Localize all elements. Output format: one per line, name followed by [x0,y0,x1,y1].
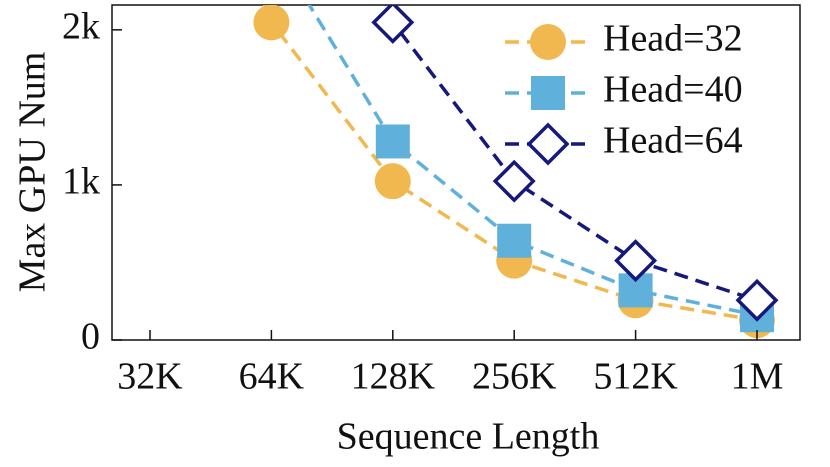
point [614,239,658,283]
point [375,124,410,159]
point [253,5,290,41]
point [371,5,415,44]
x-axis-label: Sequence Length [337,416,600,458]
x-tick-label: 128K [351,356,436,398]
y-tick-label: 0 [81,316,100,358]
point [735,278,779,322]
series-line [307,5,758,317]
x-tick-label: 32K [117,356,183,398]
point [531,76,565,110]
plot-frame [111,4,801,341]
point [497,223,532,258]
y-axis-label: Max GPU Num [12,52,54,293]
legend-label: Head=64 [603,120,743,162]
x-tick-label: 1M [731,356,784,398]
x-tick-label: 256K [472,356,557,398]
point [374,163,411,200]
point [530,24,566,60]
legend-label: Head=32 [603,18,743,60]
plot-area [253,5,779,339]
x-tick-label: 512K [593,356,678,398]
y-tick-label: 1k [62,161,100,203]
legend-label: Head=40 [603,69,743,111]
y-tick-label: 2k [62,6,100,48]
x-tick-label: 64K [239,356,305,398]
point [492,159,536,203]
point [526,122,570,166]
